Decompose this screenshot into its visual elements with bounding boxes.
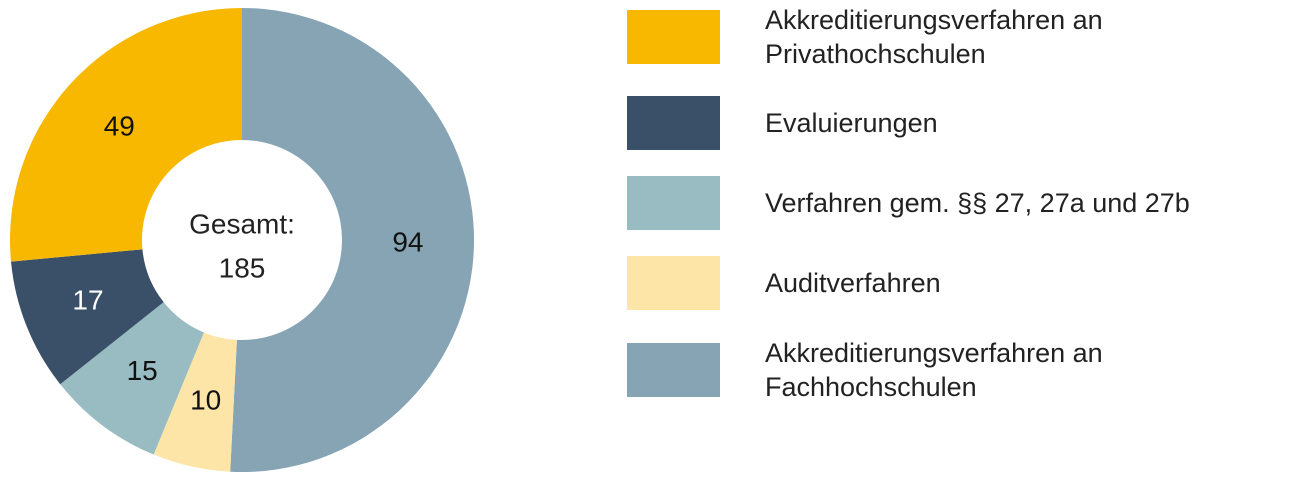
legend-item: Verfahren gem. §§ 27, 27a und 27b <box>627 176 1298 230</box>
legend-swatch <box>627 256 720 310</box>
legend-swatch <box>627 10 720 64</box>
legend-item: Evaluierungen <box>627 96 1298 150</box>
legend-swatch <box>627 343 720 397</box>
legend-swatch <box>627 176 720 230</box>
center-label: Gesamt: <box>189 208 295 239</box>
donut-slice <box>230 7 475 473</box>
legend-label: Akkreditierungsverfahren an Privathochsc… <box>765 5 1103 69</box>
legend-item: Akkreditierungsverfahren an Fachhochschu… <box>627 336 1298 404</box>
slice-label: 10 <box>190 384 221 415</box>
legend-label: Akkreditierungsverfahren an Fachhochschu… <box>765 338 1103 402</box>
donut-slice <box>60 302 204 455</box>
donut-slice <box>153 332 237 472</box>
legend-item: Auditverfahren <box>627 256 1298 310</box>
donut-slice <box>9 8 242 262</box>
slice-label: 49 <box>104 111 135 142</box>
slice-label: 15 <box>127 355 158 386</box>
legend-label: Verfahren gem. §§ 27, 27a und 27b <box>765 188 1190 218</box>
donut-chart: Gesamt: 185 49 17 15 10 94 <box>9 7 475 473</box>
legend-label: Auditverfahren <box>765 268 941 298</box>
legend-item: Akkreditierungsverfahren an Privathochsc… <box>627 3 1298 71</box>
slice-label: 17 <box>72 284 103 315</box>
slice-label: 94 <box>392 227 423 258</box>
legend-swatch <box>627 96 720 150</box>
center-total: 185 <box>219 252 266 283</box>
legend: Akkreditierungsverfahren an Privathochsc… <box>627 0 1298 477</box>
legend-label: Evaluierungen <box>765 108 938 138</box>
donut-slice <box>11 249 164 385</box>
